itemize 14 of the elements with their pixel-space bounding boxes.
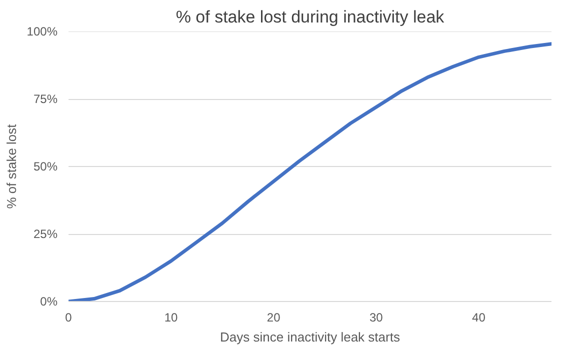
x-tick-label: 20 xyxy=(266,310,281,324)
x-tick-label: 10 xyxy=(164,310,178,324)
chart-title: % of stake lost during inactivity leak xyxy=(176,8,445,26)
y-tick-label: 50% xyxy=(33,160,58,174)
y-tick-label: 100% xyxy=(26,24,58,38)
y-tick-label: 0% xyxy=(40,294,58,308)
x-tick-label: 40 xyxy=(472,310,486,324)
x-tick-label: 30 xyxy=(369,310,384,324)
y-tick-label: 25% xyxy=(33,227,58,241)
x-axis-title: Days since inactivity leak starts xyxy=(220,330,400,344)
line-series xyxy=(68,42,552,302)
y-axis-title: % of stake lost xyxy=(4,124,19,209)
y-tick-label: 75% xyxy=(33,92,58,106)
x-tick-label: 0 xyxy=(65,310,72,324)
